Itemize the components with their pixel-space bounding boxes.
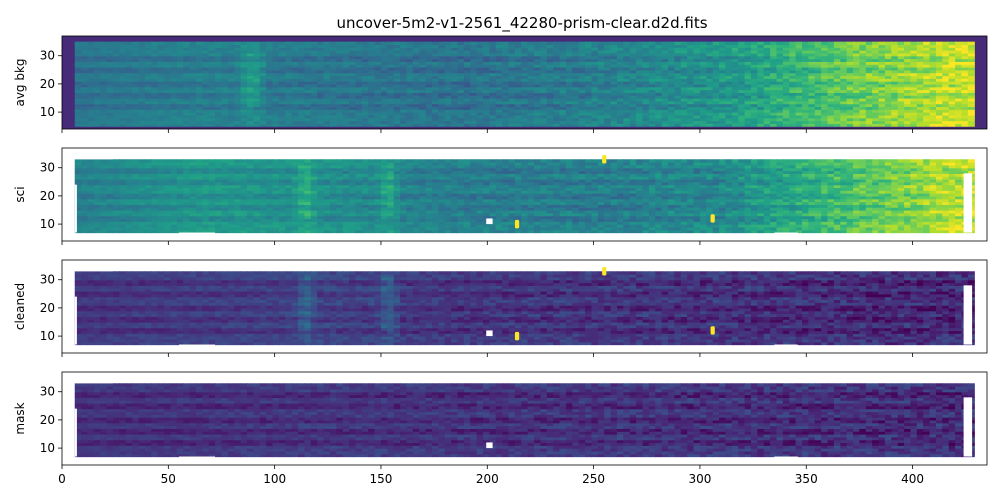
heatmap-image [74, 41, 975, 127]
panel-mask: 10 20 30 mask [13, 371, 988, 469]
y-tick-label: 10 [40, 217, 55, 231]
hot-pixel [710, 214, 715, 223]
y-axis-label: mask [13, 402, 27, 434]
edge-notch [774, 344, 798, 351]
y-axis-label: cleaned [13, 283, 27, 330]
chart-title: uncover-5m2-v1-2561_42280-prism-clear.d2… [336, 14, 707, 33]
x-tick-label: 400 [901, 472, 924, 486]
y-axis-label: avg bkg [13, 58, 27, 106]
masked-hole [486, 442, 493, 449]
y-tick-label: 30 [40, 273, 55, 287]
y-tick-label: 20 [40, 77, 55, 91]
axes-frame [61, 35, 988, 130]
edge-notch [74, 150, 114, 160]
x-tick-label: 150 [370, 472, 393, 486]
edge-notch [963, 397, 973, 457]
panel-cleaned: 10 20 30 cleaned [13, 259, 988, 357]
y-tick-label: 30 [40, 385, 55, 399]
heatmap-image [74, 262, 975, 351]
edge-notch [74, 262, 114, 272]
axes-frame [61, 147, 988, 242]
panel-sci: 10 20 30 sci [13, 147, 988, 245]
hot-pixel [514, 331, 520, 341]
y-tick-label: 20 [40, 189, 55, 203]
y-tick-label: 10 [40, 329, 55, 343]
x-tick-label: 300 [688, 472, 711, 486]
y-tick-label: 10 [40, 441, 55, 455]
panel-avg-bkg: 10 20 30 avg bkg [13, 35, 988, 133]
edge-notch [774, 456, 798, 463]
edge-notch [74, 184, 77, 233]
panels-group: 10 20 30 avg bkg 10 20 30 sci 10 20 30 cleaned 10 20 3… [13, 35, 988, 469]
edge-notch [178, 344, 216, 351]
x-tick-label: 100 [263, 472, 286, 486]
axes-frame [61, 259, 988, 354]
x-tick-label: 350 [795, 472, 818, 486]
hot-pixel [602, 267, 607, 276]
x-axis: 0 50 100 150 200 250 300 350 400 [58, 472, 924, 486]
edge-notch [963, 173, 973, 233]
axes-frame [61, 371, 988, 466]
y-tick-label: 30 [40, 161, 55, 175]
heatmap-image [74, 374, 975, 463]
edge-notch [74, 296, 77, 345]
hot-pixel [710, 326, 715, 335]
edge-notch [963, 285, 973, 345]
edge-notch [74, 374, 114, 384]
edge-notch [774, 232, 798, 239]
hot-pixel [514, 219, 520, 229]
y-axis-label: sci [13, 186, 27, 202]
heatmap-image [74, 150, 975, 239]
y-tick-label: 10 [40, 105, 55, 119]
edge-notch [178, 232, 216, 239]
masked-hole [486, 218, 493, 225]
x-tick-label: 200 [476, 472, 499, 486]
y-tick-label: 20 [40, 301, 55, 315]
x-tick-label: 50 [161, 472, 176, 486]
y-tick-label: 20 [40, 413, 55, 427]
y-tick-label: 30 [40, 49, 55, 63]
edge-notch [178, 456, 216, 463]
x-tick-label: 0 [58, 472, 66, 486]
x-tick-label: 250 [582, 472, 605, 486]
hot-pixel [602, 155, 607, 164]
edge-notch [74, 408, 77, 457]
masked-hole [486, 330, 493, 337]
